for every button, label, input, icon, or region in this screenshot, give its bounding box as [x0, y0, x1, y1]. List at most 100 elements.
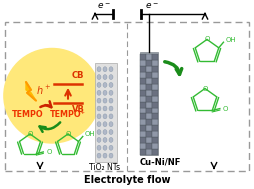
Bar [140, 119, 146, 125]
Bar [152, 54, 158, 60]
Text: VB: VB [72, 105, 84, 114]
Ellipse shape [109, 114, 113, 119]
Ellipse shape [97, 130, 101, 135]
Bar [5, 22, 249, 171]
Bar [140, 66, 146, 72]
Ellipse shape [109, 82, 113, 87]
Bar [140, 90, 146, 96]
Ellipse shape [109, 145, 113, 150]
Bar [152, 119, 158, 125]
Text: O: O [27, 131, 33, 137]
Text: TiO₂ NTs: TiO₂ NTs [89, 163, 121, 172]
Text: $e^-$: $e^-$ [97, 2, 111, 11]
Bar [152, 137, 158, 143]
Ellipse shape [97, 153, 101, 158]
Bar [152, 96, 158, 102]
Ellipse shape [103, 98, 107, 103]
Bar [152, 125, 158, 131]
Text: O: O [223, 106, 228, 112]
Bar [140, 102, 146, 108]
Bar [140, 78, 146, 84]
Ellipse shape [109, 153, 113, 158]
Bar [152, 102, 158, 108]
Bar [140, 137, 146, 143]
Bar [146, 54, 152, 60]
Bar [152, 84, 158, 90]
Ellipse shape [103, 153, 107, 158]
Ellipse shape [97, 114, 101, 119]
Text: Cu-Ni/NF: Cu-Ni/NF [139, 157, 181, 166]
Text: OH: OH [85, 132, 96, 137]
Ellipse shape [103, 106, 107, 111]
Ellipse shape [109, 130, 113, 135]
Ellipse shape [109, 75, 113, 80]
Bar [146, 102, 152, 108]
Text: O: O [46, 149, 52, 155]
Ellipse shape [109, 106, 113, 111]
Bar [152, 78, 158, 84]
Ellipse shape [97, 137, 101, 142]
Text: OH: OH [226, 37, 236, 43]
Text: O: O [202, 85, 208, 91]
Ellipse shape [109, 137, 113, 142]
Bar [152, 143, 158, 149]
Text: $h^+$: $h^+$ [36, 84, 52, 97]
Bar [140, 113, 146, 119]
Bar [140, 143, 146, 149]
Ellipse shape [103, 75, 107, 80]
Bar [146, 149, 152, 155]
Bar [146, 119, 152, 125]
Ellipse shape [109, 122, 113, 127]
Bar [152, 72, 158, 78]
Bar [140, 125, 146, 131]
Bar [146, 66, 152, 72]
Ellipse shape [109, 67, 113, 72]
Bar [146, 125, 152, 131]
Bar [146, 96, 152, 102]
Ellipse shape [103, 137, 107, 142]
Ellipse shape [4, 49, 100, 143]
Ellipse shape [103, 67, 107, 72]
Ellipse shape [97, 67, 101, 72]
Text: Electrolyte flow: Electrolyte flow [84, 175, 170, 185]
Bar [152, 60, 158, 66]
Ellipse shape [103, 82, 107, 87]
Ellipse shape [103, 130, 107, 135]
Ellipse shape [109, 90, 113, 95]
Bar [140, 72, 146, 78]
Bar [140, 131, 146, 137]
Bar [95, 63, 117, 162]
Bar [146, 131, 152, 137]
Text: CB: CB [72, 71, 84, 80]
Bar [152, 108, 158, 113]
Bar [140, 54, 146, 60]
Bar [140, 108, 146, 113]
Bar [140, 84, 146, 90]
Bar [152, 131, 158, 137]
Bar [146, 143, 152, 149]
Ellipse shape [97, 122, 101, 127]
Text: TEMPO: TEMPO [12, 110, 44, 119]
Bar [146, 78, 152, 84]
Ellipse shape [97, 145, 101, 150]
Text: $e^-$: $e^-$ [145, 2, 159, 11]
Ellipse shape [97, 106, 101, 111]
Ellipse shape [97, 75, 101, 80]
Ellipse shape [97, 82, 101, 87]
Bar [140, 52, 158, 155]
Bar [146, 84, 152, 90]
Bar [152, 66, 158, 72]
Bar [140, 60, 146, 66]
Ellipse shape [103, 145, 107, 150]
Bar [146, 137, 152, 143]
Ellipse shape [97, 90, 101, 95]
Bar [146, 113, 152, 119]
Bar [146, 90, 152, 96]
Text: TEMPO⁺: TEMPO⁺ [50, 110, 86, 119]
Bar [152, 90, 158, 96]
Bar [140, 149, 146, 155]
Bar [152, 149, 158, 155]
Ellipse shape [103, 90, 107, 95]
Bar [146, 108, 152, 113]
Text: O: O [204, 36, 210, 42]
